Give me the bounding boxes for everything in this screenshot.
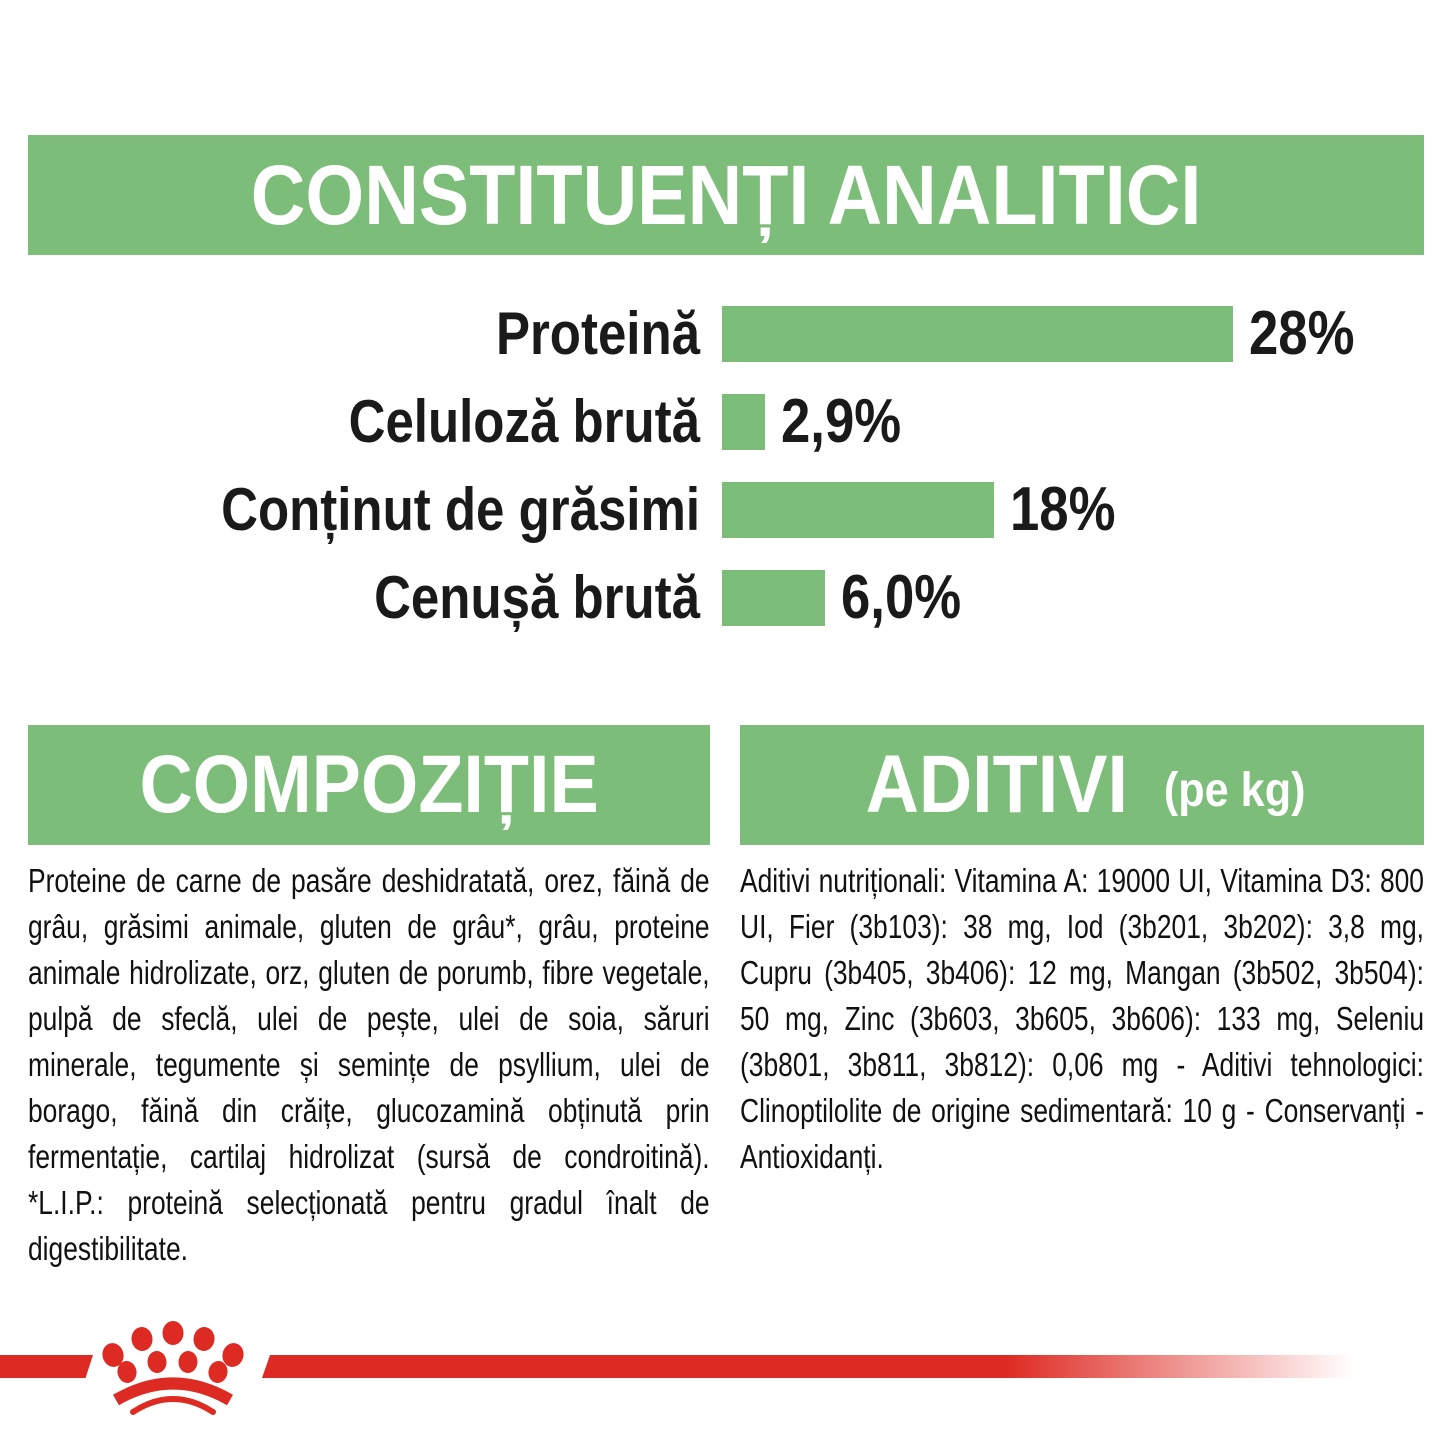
- additives-title: ADITIVI: [865, 739, 1128, 830]
- chart-value-label: 18%: [1010, 475, 1116, 544]
- chart-category-label: Conținut de grăsimi: [221, 476, 700, 543]
- analytical-constituents-header: CONSTITUENȚI ANALITICI: [28, 135, 1424, 255]
- analytical-bar-chart: Proteină 28% Celuloză brută 2,9% Conținu…: [28, 290, 1418, 642]
- additives-title-suffix: (pe kg): [1163, 764, 1306, 817]
- royal-canin-crown-paw-icon: [102, 1321, 244, 1415]
- chart-row: Cenușă brută 6,0%: [28, 554, 1418, 642]
- chart-value-label: 28%: [1249, 299, 1355, 368]
- composition-title: COMPOZIȚIE: [139, 739, 599, 830]
- chart-value-label: 6,0%: [841, 563, 962, 632]
- footer-red-line-right: [262, 1355, 1354, 1378]
- chart-row: Proteină 28%: [28, 290, 1418, 378]
- footer-red-line-left: [0, 1355, 93, 1378]
- analytical-constituents-title: CONSTITUENȚI ANALITICI: [250, 148, 1202, 242]
- chart-bar: [722, 570, 825, 626]
- additives-header: ADITIVI (pe kg): [740, 725, 1424, 845]
- chart-bar: [722, 394, 765, 450]
- additives-text-block: Aditivi nutriționali: Vitamina A: 19000 …: [740, 858, 1424, 1180]
- chart-row: Celuloză brută 2,9%: [28, 378, 1418, 466]
- composition-header: COMPOZIȚIE: [28, 725, 710, 845]
- composition-text-block: Proteine de carne de pasăre deshidratată…: [28, 858, 710, 1272]
- chart-row: Conținut de grăsimi 18%: [28, 466, 1418, 554]
- chart-value-label: 2,9%: [781, 387, 902, 456]
- additives-body: Aditivi nutriționali: Vitamina A: 19000 …: [740, 862, 1424, 1175]
- chart-bar: [722, 482, 994, 538]
- chart-bar: [722, 306, 1233, 362]
- chart-category-label: Proteină: [495, 300, 700, 367]
- chart-category-label: Celuloză brută: [348, 388, 700, 455]
- composition-body: Proteine de carne de pasăre deshidratată…: [28, 862, 710, 1267]
- chart-category-label: Cenușă brută: [374, 564, 700, 631]
